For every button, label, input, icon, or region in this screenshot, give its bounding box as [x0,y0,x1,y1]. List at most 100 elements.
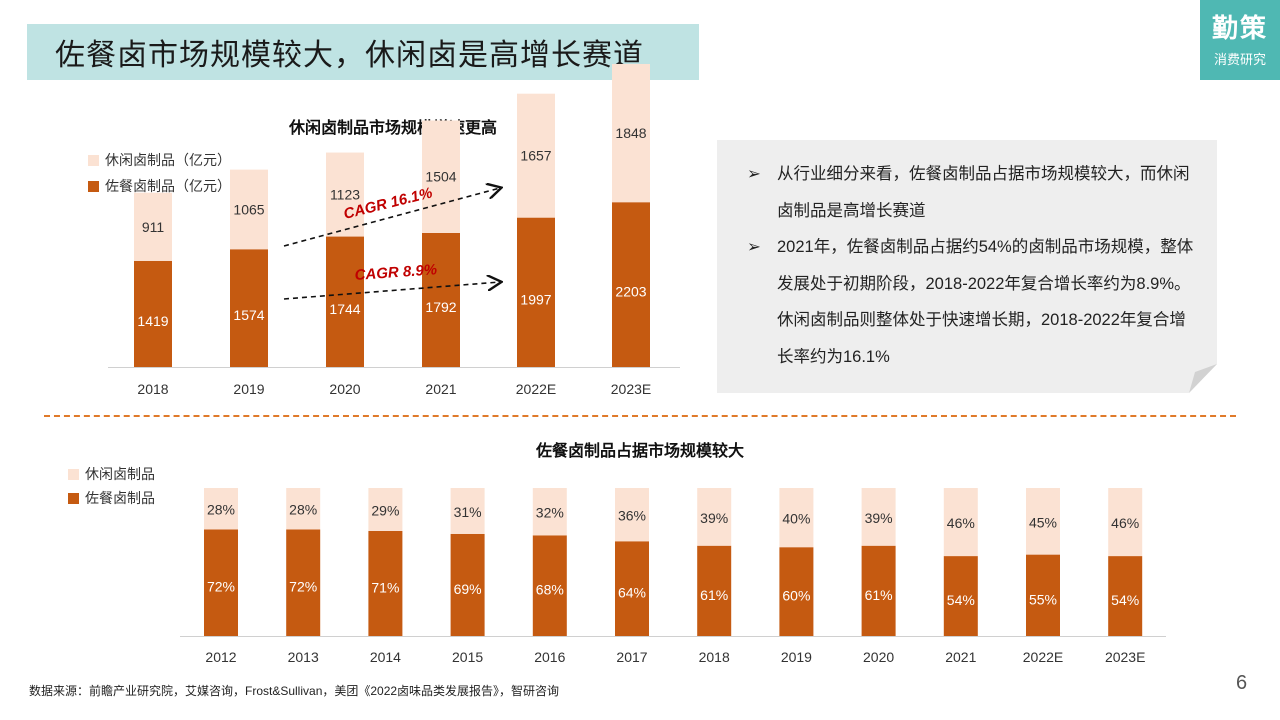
data-label-leisure-share: 31% [454,504,482,520]
data-label-meal-share: 61% [700,587,728,603]
x-tick-label: 2013 [288,649,319,665]
x-tick-label: 2014 [370,649,401,665]
bar-leisure [326,152,364,237]
bar-meal [612,202,650,367]
bar-leisure [612,63,650,203]
legend-item-leisure: 休闲卤制品 [68,462,155,486]
data-label-meal-share: 61% [865,587,893,603]
cagr-arrow-lower [283,282,500,300]
x-tick-label: 2020 [329,381,360,397]
x-tick-label: 2018 [699,649,730,665]
x-tick-label: 2023E [1105,649,1145,665]
data-label-leisure-share: 36% [618,508,646,524]
logo-line1: 勤策 [1211,13,1268,43]
bar-meal-share [1026,554,1060,636]
data-label-meal-share: 71% [371,579,399,595]
data-label-meal-share: 60% [782,588,810,604]
bar-leisure [134,192,172,261]
data-label-leisure-share: 29% [371,502,399,518]
data-label-leisure-share: 32% [536,505,564,521]
x-tick-label: 2012 [205,649,236,665]
bar-meal-share [450,533,485,636]
bottom-chart-title: 佐餐卤制品占据市场规模较大 [535,443,745,460]
data-label-meal-share: 64% [618,585,646,601]
x-tick-label: 2017 [616,649,647,665]
section-divider [44,415,1236,417]
data-label-leisure: 1848 [615,125,646,141]
legend-item-meal: 佐餐卤制品（亿元） [88,173,231,199]
summary-bullet: ➢ 从行业细分来看，佐餐卤制品占据市场规模较大，而休闲卤制品是高增长赛道 [747,156,1197,229]
summary-bullet: ➢ 2021年，佐餐卤制品占据约54%的卤制品市场规模，整体发展处于初期阶段，20… [747,229,1197,375]
page-title: 佐餐卤市场规模较大，休闲卤是高增长赛道 [27,24,699,80]
bar-leisure-share [697,488,732,546]
legend-item-meal: 佐餐卤制品 [68,486,155,510]
legend-label: 休闲卤制品（亿元） [105,152,231,168]
bar-meal-share [697,545,732,636]
x-tick-label: 2019 [781,649,812,665]
legend-swatch-dark [88,180,99,192]
legend-item-leisure: 休闲卤制品（亿元） [88,147,231,173]
data-label-leisure: 1123 [330,187,360,203]
x-tick-label: 2022E [516,381,556,397]
bar-meal [422,232,460,367]
legend-label: 佐餐卤制品 [85,490,155,506]
x-tick-label: 2018 [137,381,168,397]
bar-leisure [422,120,460,233]
data-label-meal: 2203 [615,284,646,300]
data-label-meal: 1419 [137,313,168,329]
data-label-leisure-share: 46% [947,515,975,531]
bar-leisure-share [779,488,814,548]
bar-meal-share [1108,556,1143,636]
bar-meal [326,236,364,367]
data-label-meal-share: 55% [1029,591,1057,607]
legend-label: 休闲卤制品 [85,466,155,482]
summary-text: 2021年，佐餐卤制品占据约54%的卤制品市场规模，整体发展处于初期阶段，201… [777,238,1194,366]
data-label-meal-share: 69% [454,581,482,597]
data-label-leisure-share: 45% [1029,514,1057,530]
brand-logo: 勤策 消费研究 [1200,0,1280,80]
legend-swatch-light [68,468,79,480]
bottom-chart: 72% 28% 2012 72% 28% 2013 71% 29% 2014 69% 31% 2015… [180,488,1166,665]
data-label-meal: 1744 [329,301,360,317]
data-label-meal: 1792 [425,299,456,315]
bar-leisure-share [861,488,896,546]
top-chart-legend: 休闲卤制品（亿元） 佐餐卤制品（亿元） [88,147,231,199]
bar-leisure-share [286,488,321,530]
bar-meal [517,217,555,367]
cagr-arrow-upper [283,188,500,247]
bar-leisure [517,93,555,218]
data-source: 数据来源：前瞻产业研究院，艾媒咨询，Frost&Sullivan，美团《2022… [29,684,560,698]
arrow-bullet-icon: ➢ [747,238,761,256]
bar-meal-share [286,529,321,636]
summary-panel: ➢ 从行业细分来看，佐餐卤制品占据市场规模较大，而休闲卤制品是高增长赛道 ➢ 202… [717,140,1217,393]
data-label-meal: 1997 [520,291,551,307]
data-label-meal-share: 72% [289,579,317,595]
top-chart: 1419 911 2018 1574 1065 2019 1744 1123 2020 1792 1… [108,63,680,397]
data-label-leisure-share: 39% [700,510,728,526]
bar-leisure [230,169,268,250]
x-tick-label: 2023E [611,381,651,397]
data-label-leisure: 911 [142,219,165,235]
x-tick-label: 2015 [452,649,483,665]
bar-leisure-share [204,488,238,530]
data-label-leisure-share: 46% [1111,515,1139,531]
bar-meal-share [532,535,567,636]
data-label-meal-share: 54% [1111,592,1139,608]
bar-leisure-share [1026,488,1060,555]
x-tick-label: 2020 [863,649,894,665]
x-tick-label: 2019 [233,381,264,397]
bar-meal-share [368,530,403,636]
bar-leisure-share [450,488,485,534]
x-tick-label: 2021 [425,381,456,397]
bar-leisure-share [368,488,403,531]
bar-meal-share [204,529,238,636]
bar-meal [230,249,268,367]
data-label-meal-share: 54% [947,592,975,608]
bar-meal-share [779,547,814,636]
data-label-meal-share: 72% [207,579,235,595]
data-label-leisure-share: 39% [865,510,893,526]
page-curl-icon [1189,364,1217,393]
x-tick-label: 2022E [1023,649,1063,665]
arrow-bullet-icon: ➢ [747,165,761,183]
bottom-chart-legend: 休闲卤制品 佐餐卤制品 [68,462,155,510]
